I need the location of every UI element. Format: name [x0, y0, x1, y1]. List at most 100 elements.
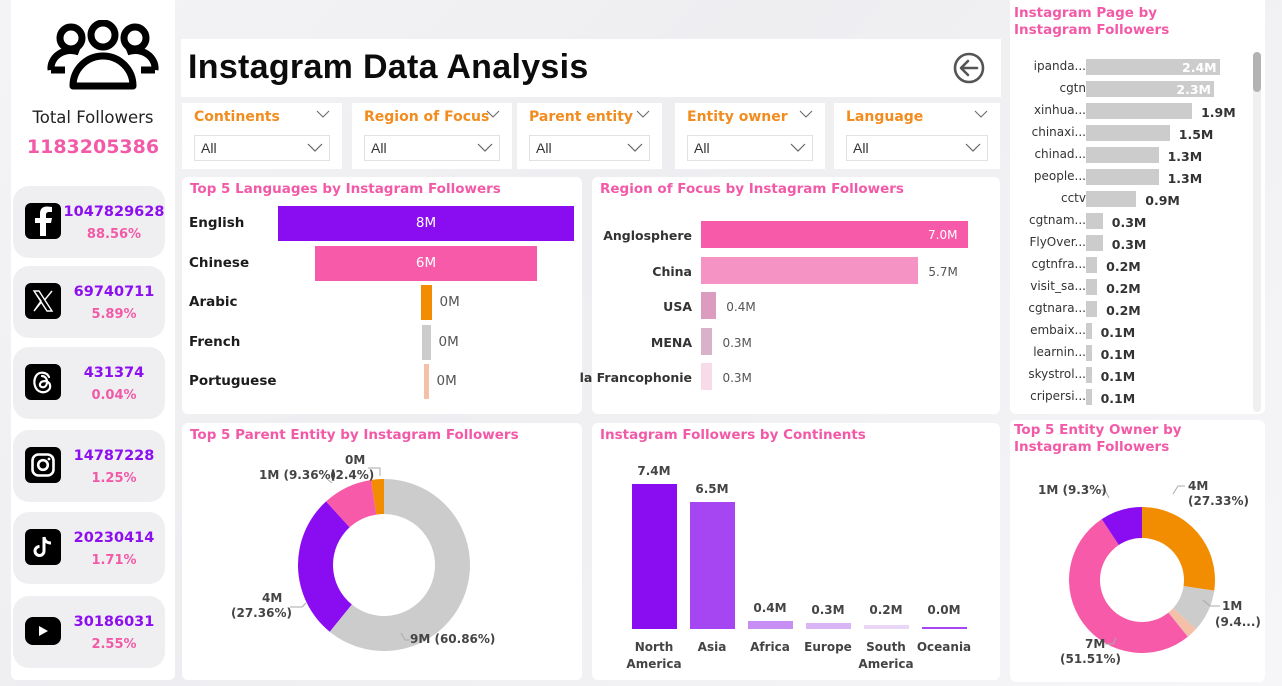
page-bar: [1086, 125, 1170, 141]
donut-slice: [371, 479, 384, 515]
chart-title: Top 5 Parent Entity by Instagram Followe…: [190, 427, 519, 443]
slice-label-purple: 1M (9.3%): [1038, 483, 1107, 497]
platform-card-facebook[interactable]: 1047829628 88.56%: [13, 186, 165, 258]
threads-icon: [25, 364, 61, 400]
platform-percent: 0.04%: [91, 388, 137, 403]
data-label: 7.0M: [928, 228, 958, 242]
category-label-line: Africa: [750, 640, 790, 654]
slicer-parent-entity: Parent entity All: [517, 103, 662, 169]
platform-card-threads[interactable]: 431374 0.04%: [13, 347, 165, 419]
region-bar: [701, 292, 717, 319]
category-label: cctv: [1060, 191, 1086, 205]
category-label: Anglosphere: [603, 228, 692, 243]
page-bar: [1086, 345, 1092, 361]
chevron-down-icon[interactable]: [974, 109, 988, 119]
chevron-down-icon[interactable]: [486, 109, 500, 119]
platform-percent: 1.25%: [91, 471, 137, 486]
entity-owner-donut-chart: Top 5 Entity Owner by Instagram Follower…: [1010, 420, 1265, 682]
leader-line: [326, 478, 333, 484]
data-label: 0M: [439, 294, 460, 310]
category-label: embaix...: [1030, 323, 1086, 337]
data-label: 0.1M: [1100, 391, 1136, 406]
data-label: 0.1M: [1100, 347, 1136, 362]
donut-slice: [326, 479, 377, 528]
data-label: 0.2M: [869, 603, 903, 617]
total-followers-value: 1183205386: [26, 136, 160, 158]
slice-label-pink-value: 7M: [1085, 637, 1106, 651]
platform-card-youtube[interactable]: 30186031 2.55%: [13, 596, 165, 668]
scrollbar-thumb[interactable]: [1253, 52, 1261, 92]
funnel-bar: [420, 285, 432, 320]
category-label: cgtn: [1059, 81, 1086, 95]
leader-line: [290, 602, 307, 608]
region-of-focus-dropdown[interactable]: All: [364, 135, 500, 161]
continent-bar: [864, 625, 909, 629]
category-label: cgtnfra...: [1031, 257, 1086, 271]
data-label: 2.4M: [1182, 60, 1217, 75]
chevron-down-icon[interactable]: [316, 109, 330, 119]
chevron-down-icon[interactable]: [636, 109, 650, 119]
data-label: 0.4M: [753, 601, 787, 616]
funnel-bar: [423, 364, 429, 399]
data-label: 0M: [438, 333, 459, 350]
category-label: Europe: [793, 639, 863, 656]
page-bar: [1086, 213, 1103, 229]
donut-slice: [1069, 519, 1188, 653]
scrollbar[interactable]: [1253, 52, 1261, 412]
category-label: Chinese: [189, 254, 250, 271]
page-bar: [1086, 81, 1215, 97]
continents-dropdown[interactable]: All: [194, 135, 330, 161]
leader-line: [1202, 599, 1220, 607]
donut-svg: [1069, 485, 1220, 653]
platform-value: 1047829628: [63, 204, 165, 220]
parent-entity-dropdown[interactable]: All: [529, 135, 650, 161]
page-bar: [1086, 257, 1098, 273]
tiktok-icon: [25, 529, 61, 565]
chevron-down-icon: [477, 143, 493, 152]
category-label: ipanda...: [1033, 59, 1086, 73]
chevron-down-icon: [307, 143, 323, 152]
page-bar: [1086, 389, 1092, 405]
funnel-bar: [421, 324, 431, 360]
youtube-icon: [25, 617, 61, 645]
donut-svg: [290, 467, 470, 651]
category-label: French: [189, 333, 241, 350]
data-label: 2.3M: [1176, 82, 1211, 97]
slicer-title: Language: [846, 109, 924, 125]
category-label: Oceania: [909, 639, 979, 656]
language-dropdown[interactable]: All: [846, 135, 988, 161]
data-label: 1.3M: [1167, 171, 1203, 186]
parent-entity-donut-chart: Top 5 Parent Entity by Instagram Followe…: [182, 423, 582, 680]
data-label: 1.3M: [1167, 149, 1203, 164]
chevron-down-icon[interactable]: [799, 109, 813, 119]
category-label: people...: [1033, 169, 1086, 183]
slicer-title: Continents: [194, 109, 280, 125]
page-bar: [1086, 367, 1092, 383]
entity-owner-dropdown[interactable]: All: [687, 135, 813, 161]
platform-value: 20230414: [73, 530, 155, 546]
category-label-line: Europe: [804, 640, 852, 654]
platform-card-instagram[interactable]: 14787228 1.25%: [13, 430, 165, 502]
page-bar: [1086, 147, 1159, 163]
category-label: Portuguese: [189, 373, 277, 389]
dropdown-value: All: [201, 140, 217, 156]
category-label: Arabic: [189, 294, 238, 310]
languages-funnel-chart: Top 5 Languages by Instagram Followers E…: [182, 177, 582, 414]
page-bar: [1086, 323, 1092, 339]
chevron-down-icon: [790, 143, 806, 152]
platform-card-x[interactable]: 69740711 5.89%: [13, 266, 165, 338]
category-label-line: Oceania: [916, 640, 972, 654]
chevron-down-icon: [627, 143, 643, 152]
category-label: xinhua...: [1033, 103, 1086, 117]
data-label: 6.5M: [695, 481, 729, 496]
continent-bar: [806, 623, 851, 629]
category-label: visit_sa...: [1030, 279, 1086, 293]
page-bar: [1086, 279, 1098, 295]
slice-label-orange-value: 0M: [345, 453, 366, 467]
category-label: chinaxi...: [1031, 125, 1086, 139]
back-arrow-circle-icon[interactable]: [953, 52, 985, 84]
data-label: 7.4M: [637, 464, 671, 478]
data-label: 0.2M: [1106, 281, 1141, 296]
platform-card-tiktok[interactable]: 20230414 1.71%: [13, 512, 165, 584]
category-label: USA: [663, 299, 692, 314]
